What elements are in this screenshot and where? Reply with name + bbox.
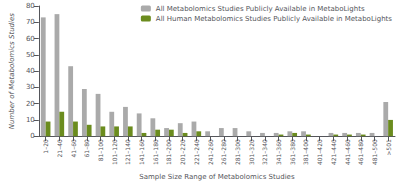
svg-text:30: 30	[26, 83, 35, 91]
svg-text:421–440: 421–440	[330, 139, 337, 165]
svg-text:80: 80	[26, 2, 35, 10]
svg-text:Number of Metabolomics Studies: Number of Metabolomics Studies	[8, 13, 16, 129]
svg-text:20: 20	[26, 100, 35, 108]
svg-text:>501: >501	[385, 139, 392, 156]
svg-text:0: 0	[30, 132, 34, 140]
svg-text:81–100: 81–100	[97, 139, 104, 161]
svg-text:401–420: 401–420	[316, 139, 323, 165]
svg-text:41–60: 41–60	[70, 139, 77, 157]
svg-text:60: 60	[26, 35, 35, 43]
svg-text:All Metabolomics Studies Publi: All Metabolomics Studies Publicly Availa…	[156, 5, 365, 13]
svg-text:10: 10	[26, 116, 35, 124]
svg-text:341–360: 341–360	[275, 139, 282, 165]
svg-text:50: 50	[26, 51, 35, 59]
svg-text:1–20: 1–20	[42, 139, 49, 154]
svg-text:181–200: 181–200	[165, 139, 172, 165]
svg-text:301–320: 301–320	[248, 139, 255, 165]
svg-text:Sample Size Range of Metabolom: Sample Size Range of Metabolomics Studie…	[139, 173, 295, 181]
svg-text:70: 70	[26, 18, 35, 26]
svg-text:241–260: 241–260	[207, 139, 214, 165]
svg-text:221–240: 221–240	[193, 139, 200, 165]
svg-text:481–500: 481–500	[371, 139, 378, 165]
svg-text:121–140: 121–140	[124, 139, 131, 165]
svg-text:361–380: 361–380	[289, 139, 296, 165]
svg-text:161–180: 161–180	[152, 139, 159, 165]
svg-text:441–460: 441–460	[344, 139, 351, 165]
svg-text:101–120: 101–120	[111, 139, 118, 165]
svg-text:21–40: 21–40	[56, 139, 63, 157]
svg-text:261–280: 261–280	[220, 139, 227, 165]
svg-text:321–340: 321–340	[261, 139, 268, 165]
svg-text:40: 40	[26, 67, 35, 75]
svg-text:461–480: 461–480	[357, 139, 364, 165]
svg-text:201–220: 201–220	[179, 139, 186, 165]
svg-text:61–80: 61–80	[83, 139, 90, 157]
svg-text:281–300: 281–300	[234, 139, 241, 165]
svg-text:All Human Metabolomics Studies: All Human Metabolomics Studies Publicly …	[156, 15, 393, 23]
svg-text:381–400: 381–400	[302, 139, 309, 165]
svg-text:141–160: 141–160	[138, 139, 145, 165]
